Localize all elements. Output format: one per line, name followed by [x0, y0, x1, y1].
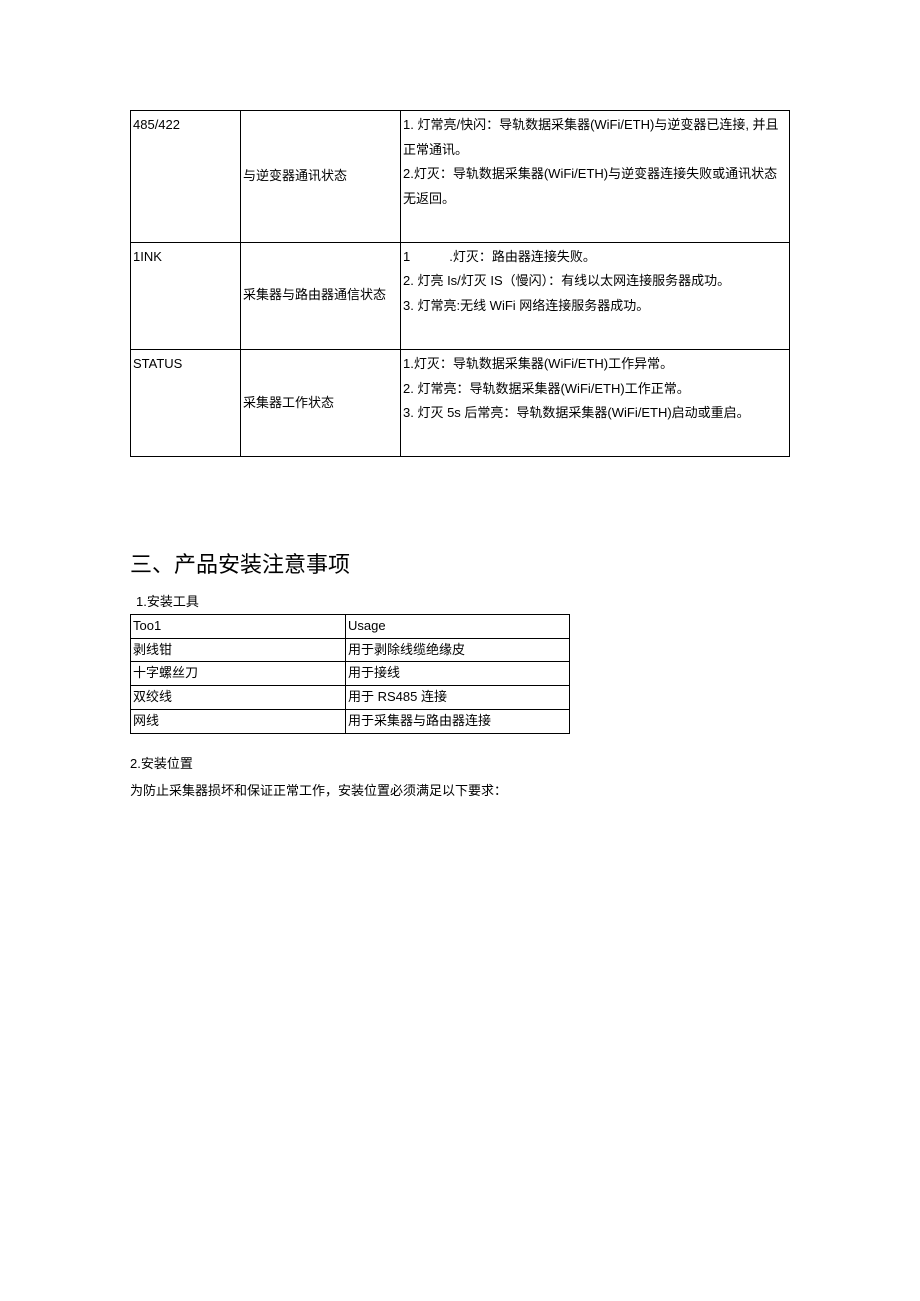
- led-meaning-cell: 与逆变器通讯状态: [241, 111, 401, 243]
- led-name-cell: 1INK: [131, 242, 241, 349]
- tool-usage-cell: 用于接线: [346, 662, 570, 686]
- document-page: 485/422 与逆变器通讯状态 1. 灯常亮/快闪：导轨数据采集器(WiFi/…: [0, 0, 920, 843]
- table-row: 双绞线 用于 RS485 连接: [131, 686, 570, 710]
- table-row: 1INK 采集器与路由器通信状态 1 .灯灭：路由器连接失败。 2. 灯亮 Is…: [131, 242, 790, 349]
- table-row: 十字螺丝刀 用于接线: [131, 662, 570, 686]
- table-row: 485/422 与逆变器通讯状态 1. 灯常亮/快闪：导轨数据采集器(WiFi/…: [131, 111, 790, 243]
- tool-usage-cell: 用于 RS485 连接: [346, 686, 570, 710]
- table-row: Too1 Usage: [131, 614, 570, 638]
- table-row: STATUS 采集器工作状态 1.灯灭：导轨数据采集器(WiFi/ETH)工作异…: [131, 349, 790, 456]
- tool-usage-cell: 用于采集器与路由器连接: [346, 710, 570, 734]
- tool-name-cell: 剥线钳: [131, 638, 346, 662]
- paragraph-text: 为防止采集器损坏和保证正常工作，安装位置必须满足以下要求：: [130, 779, 790, 804]
- tool-name-cell: 十字螺丝刀: [131, 662, 346, 686]
- section-title: 三、产品安装注意事项: [130, 547, 790, 579]
- led-desc-cell: 1 .灯灭：路由器连接失败。 2. 灯亮 Is/灯灭 IS（慢闪）：有线以太网连…: [401, 242, 790, 349]
- led-name-cell: STATUS: [131, 349, 241, 456]
- led-meaning-cell: 采集器与路由器通信状态: [241, 242, 401, 349]
- table-row: 剥线钳 用于剥除线缆绝缘皮: [131, 638, 570, 662]
- led-meaning-cell: 采集器工作状态: [241, 349, 401, 456]
- table-row: 网线 用于采集器与路由器连接: [131, 710, 570, 734]
- subsection-title: 2.安装位置: [130, 752, 790, 777]
- install-location-block: 2.安装位置 为防止采集器损坏和保证正常工作，安装位置必须满足以下要求：: [130, 752, 790, 803]
- tool-name-cell: 网线: [131, 710, 346, 734]
- subsection-title: 1.安装工具: [136, 591, 790, 610]
- tool-header-cell: Usage: [346, 614, 570, 638]
- tool-name-cell: 双绞线: [131, 686, 346, 710]
- led-desc-cell: 1.灯灭：导轨数据采集器(WiFi/ETH)工作异常。 2. 灯常亮：导轨数据采…: [401, 349, 790, 456]
- tool-table: Too1 Usage 剥线钳 用于剥除线缆绝缘皮 十字螺丝刀 用于接线 双绞线 …: [130, 614, 570, 734]
- tool-usage-cell: 用于剥除线缆绝缘皮: [346, 638, 570, 662]
- led-status-table: 485/422 与逆变器通讯状态 1. 灯常亮/快闪：导轨数据采集器(WiFi/…: [130, 110, 790, 457]
- led-name-cell: 485/422: [131, 111, 241, 243]
- led-desc-cell: 1. 灯常亮/快闪：导轨数据采集器(WiFi/ETH)与逆变器已连接, 并且正常…: [401, 111, 790, 243]
- tool-header-cell: Too1: [131, 614, 346, 638]
